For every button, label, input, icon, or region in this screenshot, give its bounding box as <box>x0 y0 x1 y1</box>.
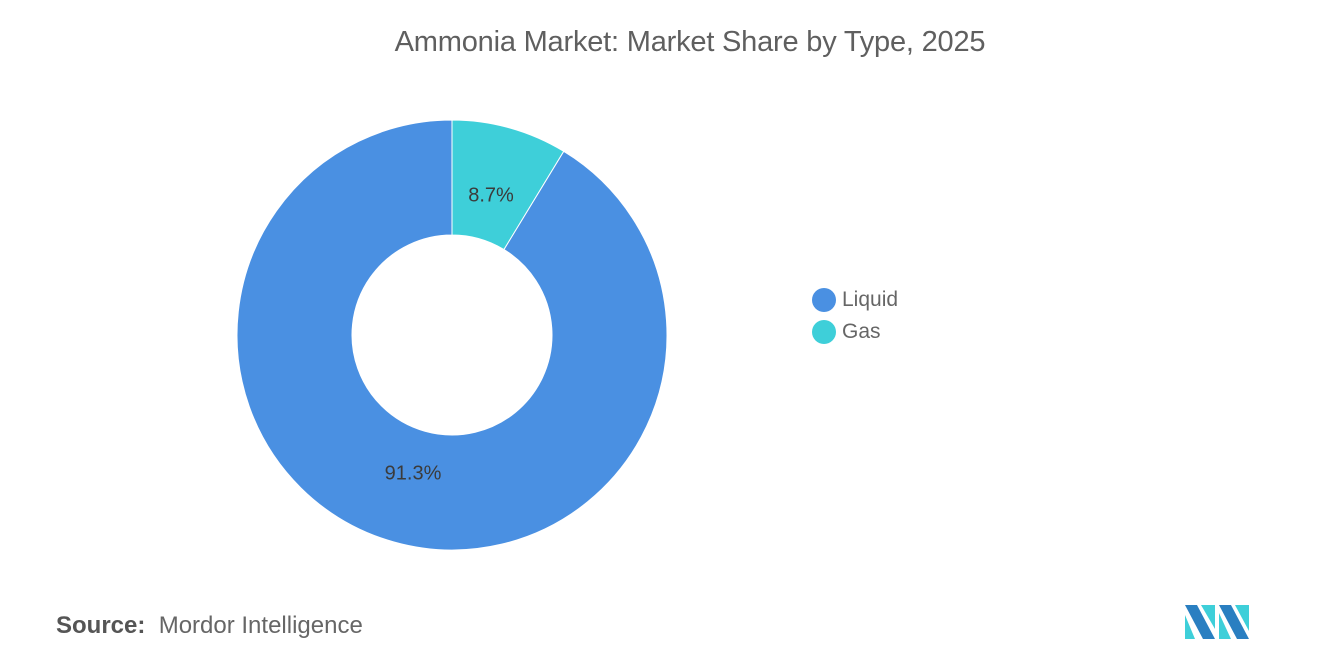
source-note: Source: Mordor Intelligence <box>56 612 363 640</box>
chart-title: Ammonia Market: Market Share by Type, 20… <box>394 26 986 58</box>
legend-dot-icon <box>812 320 836 344</box>
slice-liquid[interactable] <box>236 119 668 551</box>
slice-label-gas: 8.7% <box>468 184 514 206</box>
source-label: Source: <box>56 612 146 639</box>
legend-dot-icon <box>812 288 836 312</box>
slice-labels: 91.3% 8.7% <box>385 184 514 484</box>
mordor-intelligence-logo-icon <box>1185 605 1249 639</box>
legend-item-gas[interactable]: Gas <box>812 316 898 348</box>
legend-item-liquid[interactable]: Liquid <box>812 284 898 316</box>
legend-label: Liquid <box>842 288 899 311</box>
donut-slices <box>236 119 668 551</box>
legend-label: Gas <box>842 320 881 343</box>
source-value: Mordor Intelligence <box>158 612 363 639</box>
legend: Liquid Gas <box>812 284 898 348</box>
slice-label-liquid: 91.3% <box>385 462 442 484</box>
